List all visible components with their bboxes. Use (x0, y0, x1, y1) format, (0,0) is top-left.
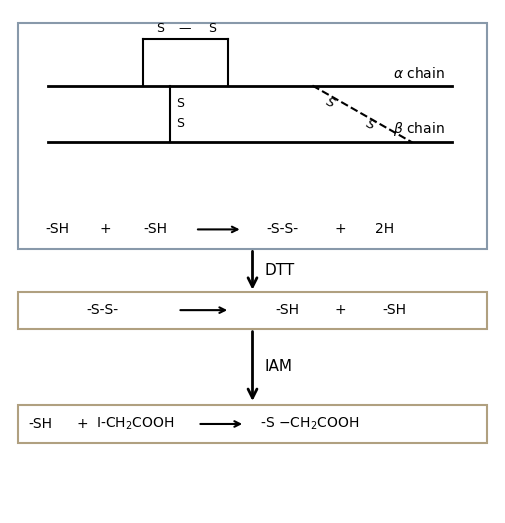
Text: S: S (156, 22, 164, 35)
Text: I-CH$_2$COOH: I-CH$_2$COOH (96, 416, 174, 432)
FancyBboxPatch shape (18, 291, 487, 329)
Text: S: S (323, 95, 336, 110)
Text: -S-S-: -S-S- (267, 222, 298, 236)
Text: -SH: -SH (143, 222, 167, 236)
Text: -SH: -SH (275, 303, 299, 317)
FancyBboxPatch shape (18, 405, 487, 442)
Text: $\beta$ chain: $\beta$ chain (393, 120, 445, 139)
Text: —: — (179, 22, 191, 35)
Text: +: + (77, 417, 88, 431)
Text: -SH: -SH (46, 222, 70, 236)
Text: S: S (176, 97, 184, 110)
Text: 2H: 2H (375, 222, 394, 236)
FancyBboxPatch shape (18, 24, 487, 248)
Text: +: + (334, 303, 346, 317)
Text: DTT: DTT (265, 263, 295, 278)
Text: -SH: -SH (28, 417, 52, 431)
Text: S: S (209, 22, 217, 35)
Text: +: + (334, 222, 346, 236)
Text: -SH: -SH (383, 303, 407, 317)
Text: IAM: IAM (265, 359, 293, 374)
Text: +: + (99, 222, 111, 236)
Text: S: S (363, 118, 376, 133)
Text: -S-S-: -S-S- (86, 303, 119, 317)
Text: S: S (176, 117, 184, 130)
Text: -S $-$CH$_2$COOH: -S $-$CH$_2$COOH (260, 416, 360, 432)
Text: $\alpha$ chain: $\alpha$ chain (393, 66, 445, 82)
